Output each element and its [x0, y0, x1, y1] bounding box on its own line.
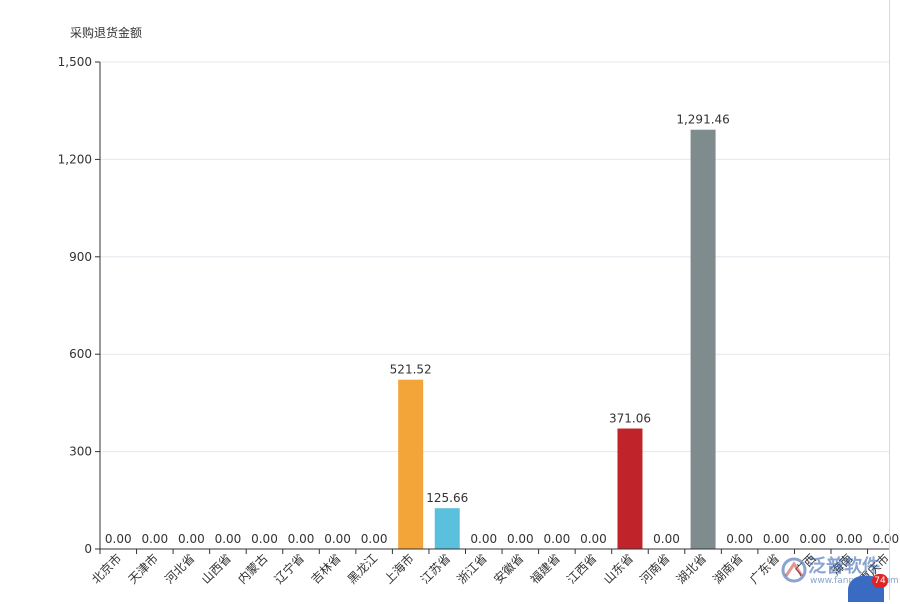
bar-value-label: 0.00: [726, 532, 753, 546]
y-axis-title: 采购退货金额: [70, 25, 142, 40]
bar-value-label: 0.00: [872, 532, 899, 546]
bar[interactable]: [434, 508, 460, 549]
bar-value-label: 0.00: [544, 532, 571, 546]
y-tick-label: 0: [84, 542, 92, 556]
bar-value-label: 0.00: [470, 532, 497, 546]
bar-value-label: 0.00: [251, 532, 278, 546]
x-tick-label: 吉林省: [308, 551, 343, 586]
bar-value-label: 1,291.46: [676, 113, 729, 127]
bar-value-label: 0.00: [653, 532, 680, 546]
bar-value-label: 0.00: [507, 532, 534, 546]
x-axis-ticks: 北京市 天津市 河北省 山西省 内蒙古 辽宁省 吉林省 黑龙江 上海市 江苏省 浙江省 安徽省 福建省江…: [88, 549, 892, 587]
x-tick-label: 福建省: [527, 551, 563, 587]
x-tick-label: 江苏省: [418, 551, 453, 586]
axes: [99, 62, 889, 550]
bar-value-label: 0.00: [288, 532, 315, 546]
bar-value-label: 0.00: [836, 532, 863, 546]
x-tick-label: 河南省: [637, 551, 673, 587]
x-tick-label: 山西省: [199, 551, 234, 586]
bar-value-label: 0.00: [361, 532, 388, 546]
x-tick-label: 山东省: [601, 551, 636, 586]
y-tick-label: 1,200: [58, 152, 92, 166]
x-tick-label: 安徽省: [490, 551, 526, 587]
value-labels: 0.00 0.00 0.00 0.00 0.00 0.00 0.00 0.00 521.52 12…: [105, 113, 899, 546]
x-tick-label: 湖南省: [710, 551, 746, 587]
bar-value-label: 0.00: [105, 532, 132, 546]
bar-value-label: 125.66: [426, 491, 468, 505]
y-tick-label: 600: [69, 347, 92, 361]
x-tick-label: 北京市: [88, 551, 124, 587]
x-tick-label: 浙江省: [455, 551, 490, 586]
bar[interactable]: [617, 428, 643, 549]
bar-value-label: 0.00: [178, 532, 205, 546]
x-tick-label: 上海市: [381, 551, 417, 587]
x-tick-label: 天津市: [125, 551, 161, 587]
bar-value-label: 0.00: [324, 532, 351, 546]
x-tick-label: 辽宁省: [271, 551, 307, 587]
bar-value-label: 521.52: [390, 363, 432, 377]
y-axis-ticks: 0 300 600 900 1,200 1,500: [58, 55, 100, 556]
bar-value-label: 0.00: [580, 532, 607, 546]
y-tick-label: 1,500: [58, 55, 92, 69]
chat-notification-badge: 74: [872, 574, 888, 588]
x-tick-label: 湖北省: [673, 551, 709, 587]
bar[interactable]: [398, 379, 424, 549]
brand-name: 泛普软件: [808, 556, 880, 577]
y-tick-label: 900: [69, 250, 92, 264]
x-tick-label: 广东省: [747, 551, 782, 586]
brand-logo-icon: [781, 557, 807, 583]
bar[interactable]: [690, 129, 716, 549]
y-tick-label: 300: [69, 445, 92, 459]
x-tick-label: 江西省: [564, 551, 599, 586]
grid-lines: [100, 61, 889, 453]
x-tick-label: 黑龙江: [345, 551, 380, 586]
bar-value-label: 0.00: [215, 532, 242, 546]
bars: [398, 129, 716, 549]
bar-value-label: 0.00: [799, 532, 826, 546]
bar-value-label: 0.00: [763, 532, 790, 546]
chat-widget[interactable]: 74: [848, 572, 888, 602]
bar-value-label: 371.06: [609, 412, 651, 426]
x-tick-label: 内蒙古: [235, 551, 271, 587]
x-tick-label: 河北省: [162, 551, 197, 586]
frame-border: [889, 0, 890, 600]
bar-value-label: 0.00: [141, 532, 168, 546]
